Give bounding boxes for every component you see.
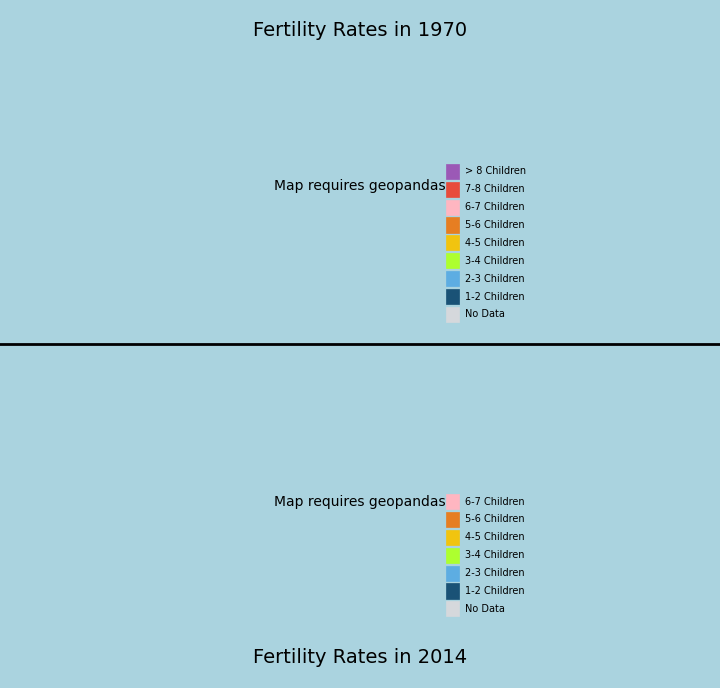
Text: 5-6 Children: 5-6 Children [465, 220, 525, 230]
Text: 3-4 Children: 3-4 Children [465, 256, 525, 266]
Text: 1-2 Children: 1-2 Children [465, 586, 525, 596]
Text: Map requires geopandas: Map requires geopandas [274, 495, 446, 509]
Text: 2-3 Children: 2-3 Children [465, 568, 525, 578]
Text: 5-6 Children: 5-6 Children [465, 515, 525, 524]
Text: 4-5 Children: 4-5 Children [465, 533, 525, 542]
Text: 6-7 Children: 6-7 Children [465, 202, 525, 212]
Text: Fertility Rates in 1970: Fertility Rates in 1970 [253, 21, 467, 40]
Text: No Data: No Data [465, 604, 505, 614]
Text: 7-8 Children: 7-8 Children [465, 184, 525, 194]
Text: > 8 Children: > 8 Children [465, 166, 526, 176]
Text: No Data: No Data [465, 310, 505, 319]
Text: 4-5 Children: 4-5 Children [465, 238, 525, 248]
Text: 1-2 Children: 1-2 Children [465, 292, 525, 301]
Text: 6-7 Children: 6-7 Children [465, 497, 525, 506]
Text: 2-3 Children: 2-3 Children [465, 274, 525, 283]
Text: 3-4 Children: 3-4 Children [465, 550, 525, 560]
Text: Map requires geopandas: Map requires geopandas [274, 179, 446, 193]
Text: Fertility Rates in 2014: Fertility Rates in 2014 [253, 648, 467, 667]
